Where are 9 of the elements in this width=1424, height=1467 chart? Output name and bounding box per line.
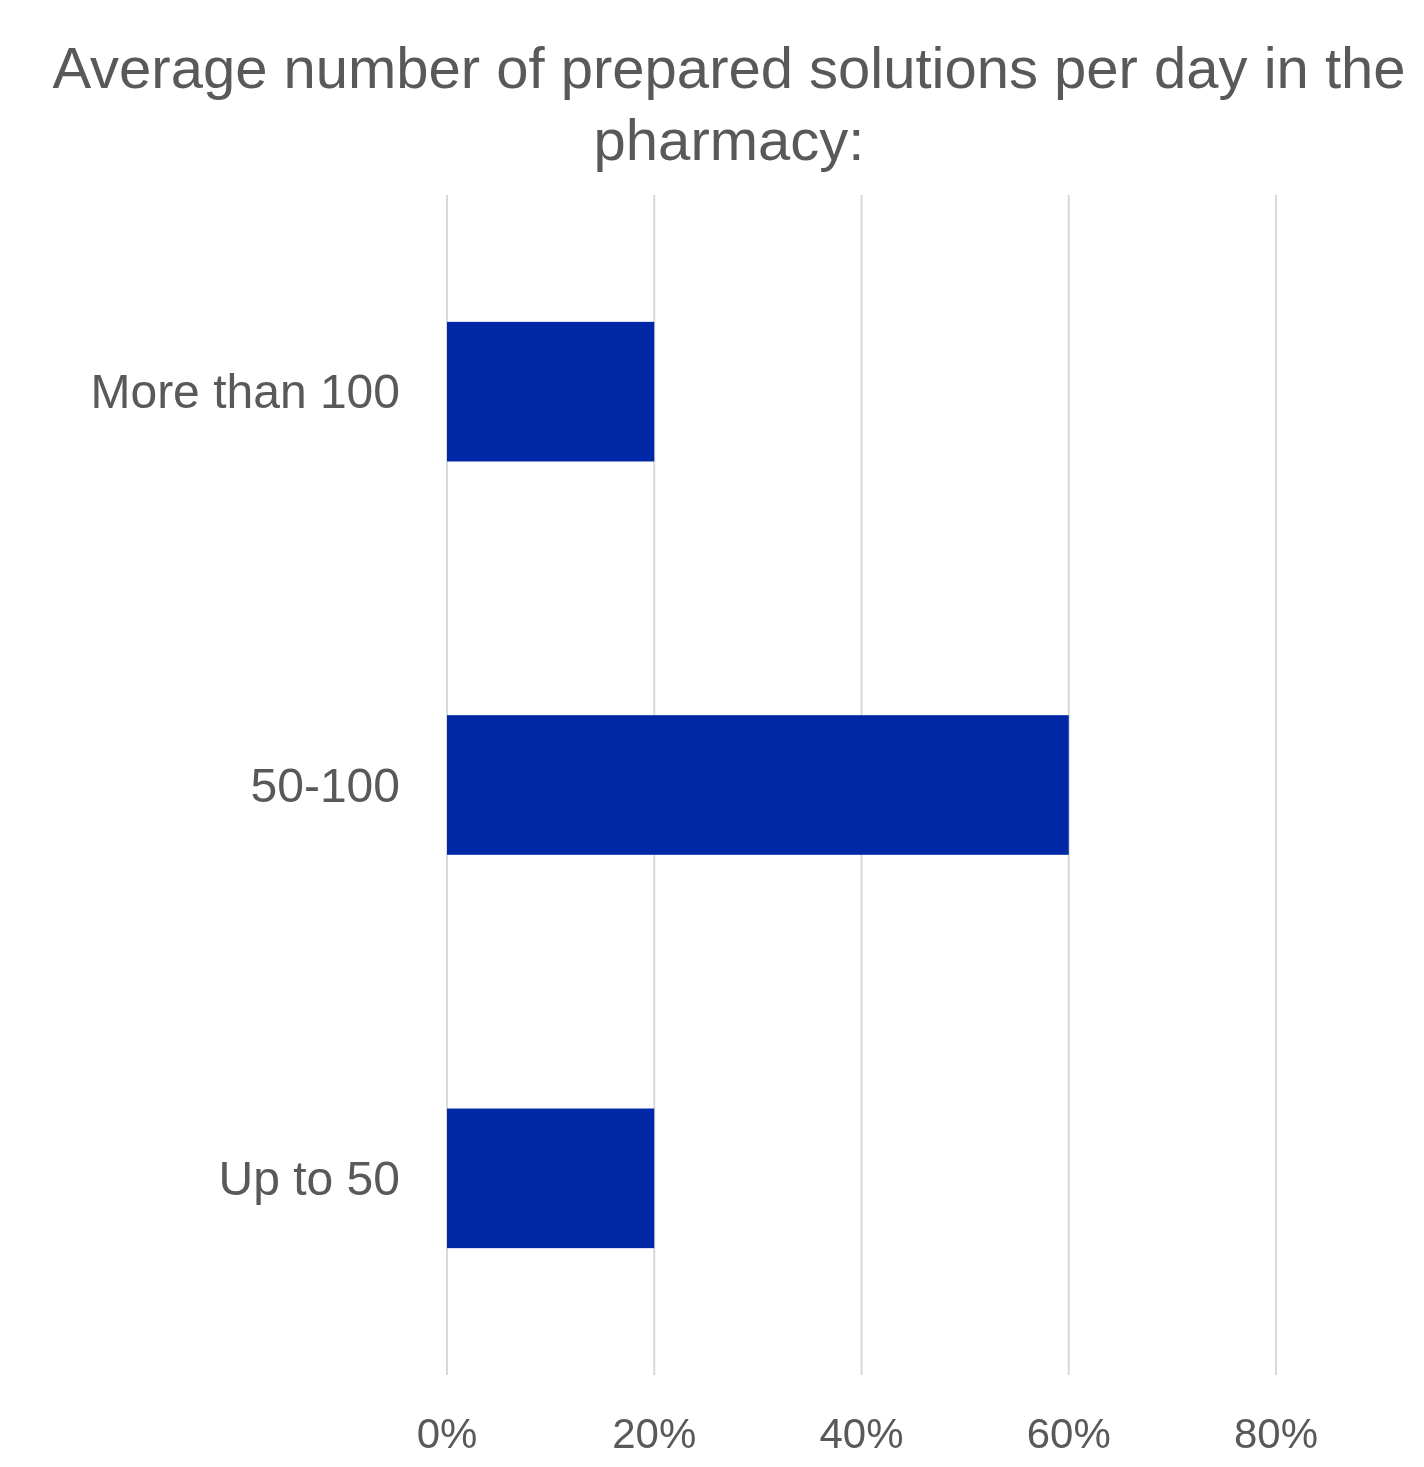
y-tick-label: 50-100 (250, 758, 400, 812)
y-tick-label: Up to 50 (218, 1152, 400, 1206)
x-tick-label: 0% (416, 1410, 478, 1457)
x-tick-label: 20% (612, 1410, 697, 1457)
chart-title: Average number of prepared solutions per day in the pharmacy: (52, 35, 1406, 172)
x-tick-label: 60% (1026, 1410, 1111, 1457)
x-tick-label: 80% (1233, 1410, 1319, 1457)
y-tick-label: More than 100 (90, 365, 400, 419)
x-tick-label: 40% (819, 1410, 904, 1457)
